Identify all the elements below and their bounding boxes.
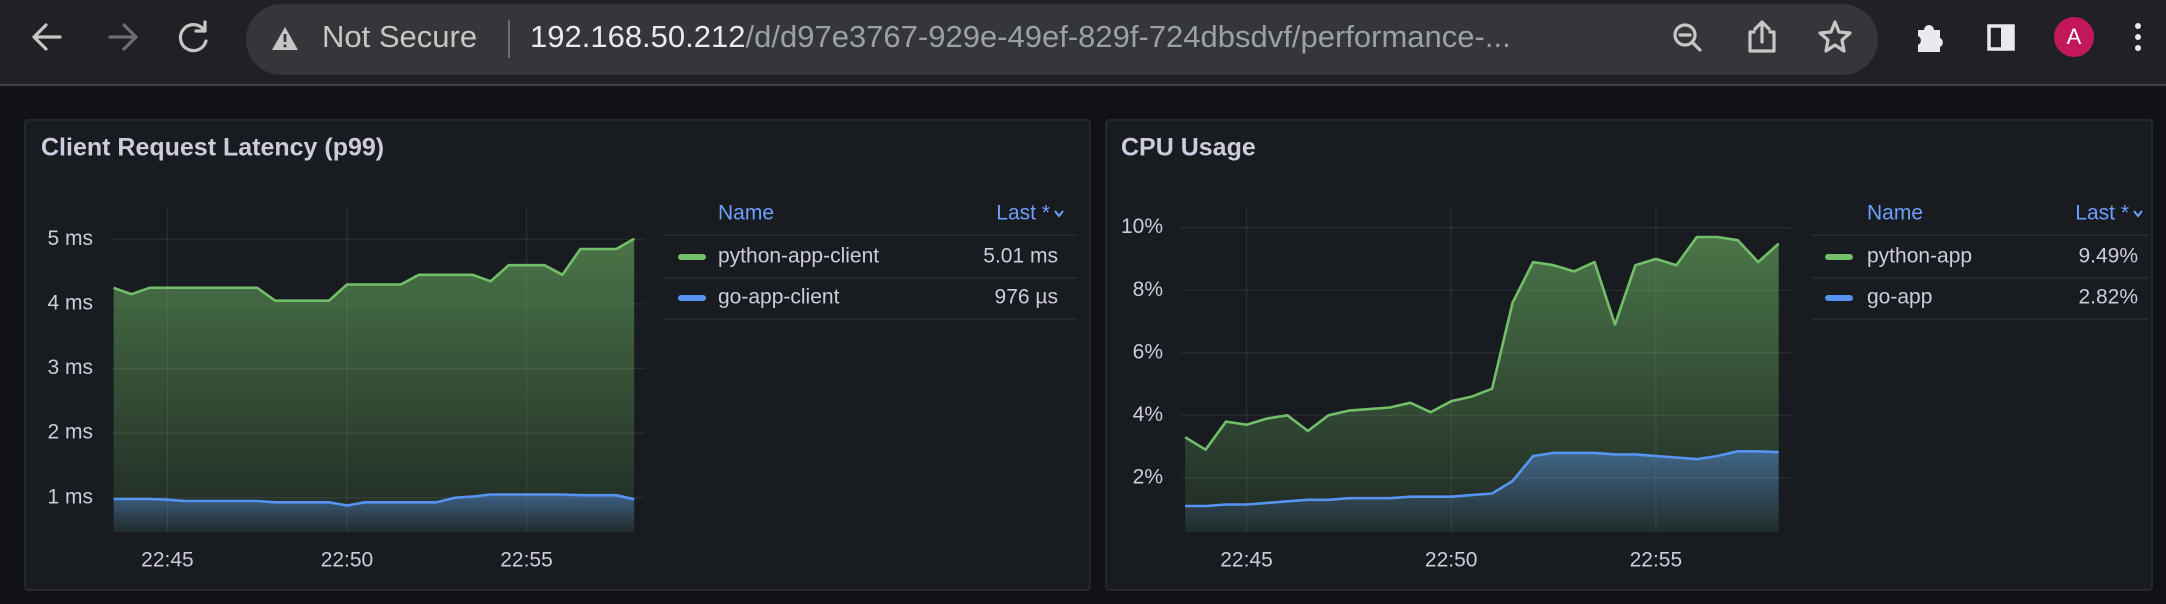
- y-tick-label: 2%: [1133, 465, 1163, 488]
- y-tick-label: 1 ms: [47, 485, 93, 508]
- legend-name: go-app: [1867, 286, 1932, 309]
- legend-row[interactable]: python-app-client 5.01 ms: [664, 245, 1077, 279]
- extensions-icon[interactable]: [1918, 25, 1943, 52]
- y-tick-label: 3 ms: [47, 356, 93, 379]
- url-host: 192.168.50.212: [530, 19, 746, 54]
- separator: [508, 20, 510, 58]
- y-tick-label: 10%: [1121, 215, 1163, 238]
- url: 192.168.50.212/d/d97e3767-929e-49ef-829f…: [530, 19, 1511, 54]
- sort-caret: [2133, 210, 2143, 218]
- y-tick-label: 8%: [1133, 278, 1163, 301]
- sort-caret: [1054, 210, 1064, 218]
- legend-header-last: Last *: [996, 202, 1050, 225]
- y-tick-label: 4%: [1133, 403, 1163, 426]
- avatar-letter: A: [2067, 24, 2082, 49]
- profile-avatar[interactable]: A: [2054, 17, 2094, 57]
- legend-value: 9.49%: [2078, 245, 2138, 268]
- legend-name: go-app-client: [718, 286, 840, 309]
- series-line: [1184, 235, 1780, 451]
- y-tick-label: 6%: [1133, 340, 1163, 363]
- legend-row[interactable]: python-app 9.49%: [1812, 245, 2148, 279]
- panel: Client Request Latency (p99) 1 ms 2 ms 3 ms…: [24, 119, 1091, 591]
- x-tick-label: 22:45: [1220, 549, 1273, 572]
- security-label: Not Secure: [322, 19, 477, 54]
- series-line: [113, 493, 635, 507]
- legend-row[interactable]: go-app-client 976 µs: [664, 286, 1077, 320]
- url-path: /d/d97e3767-929e-49ef-829f-724dbsdvf/per…: [746, 19, 1511, 54]
- dashboard: Client Request Latency (p99) 1 ms 2 ms 3 ms…: [24, 119, 2153, 591]
- series-line: [113, 237, 635, 302]
- back-button[interactable]: [32, 23, 62, 51]
- series-area: [1185, 451, 1779, 532]
- legend-header-last: Last *: [2075, 202, 2129, 225]
- y-tick-label: 2 ms: [47, 421, 93, 444]
- zoom-icon[interactable]: [1673, 23, 1702, 52]
- x-tick-label: 22:55: [500, 549, 553, 572]
- panel-title: Client Request Latency (p99): [41, 134, 384, 162]
- forward-button[interactable]: [108, 23, 138, 51]
- legend-value: 2.82%: [2078, 286, 2138, 309]
- legend-name: python-app-client: [718, 245, 879, 268]
- x-tick-label: 22:50: [321, 549, 374, 572]
- series-line: [1185, 450, 1779, 508]
- y-tick-label: 5 ms: [47, 227, 93, 250]
- address-bar[interactable]: [246, 4, 1878, 75]
- reload-button[interactable]: [178, 20, 208, 53]
- legend-header-name: Name: [718, 202, 774, 225]
- share-icon[interactable]: [1748, 20, 1776, 53]
- menu-icon[interactable]: [2135, 23, 2141, 51]
- panel-title: CPU Usage: [1121, 134, 1256, 162]
- sidebar-icon[interactable]: [1987, 24, 2015, 51]
- warning-icon: [272, 27, 298, 50]
- y-tick-label: 4 ms: [47, 291, 93, 314]
- x-tick-label: 22:55: [1630, 549, 1683, 572]
- legend-name: python-app: [1867, 245, 1972, 268]
- legend-value: 976 µs: [995, 286, 1058, 309]
- legend-value: 5.01 ms: [983, 245, 1058, 268]
- series-area: [113, 238, 635, 532]
- legend-row[interactable]: go-app 2.82%: [1812, 286, 2148, 320]
- legend-header-name: Name: [1867, 202, 1923, 225]
- series-area: [113, 494, 635, 532]
- x-tick-label: 22:50: [1425, 549, 1478, 572]
- toolbar-divider: [0, 84, 2166, 86]
- bookmark-star[interactable]: [1818, 20, 1852, 53]
- x-tick-label: 22:45: [141, 549, 194, 572]
- panel: CPU Usage 2% 4% 6% 8% 10% 22:45 22:50 22:55 Name L…: [1105, 119, 2153, 591]
